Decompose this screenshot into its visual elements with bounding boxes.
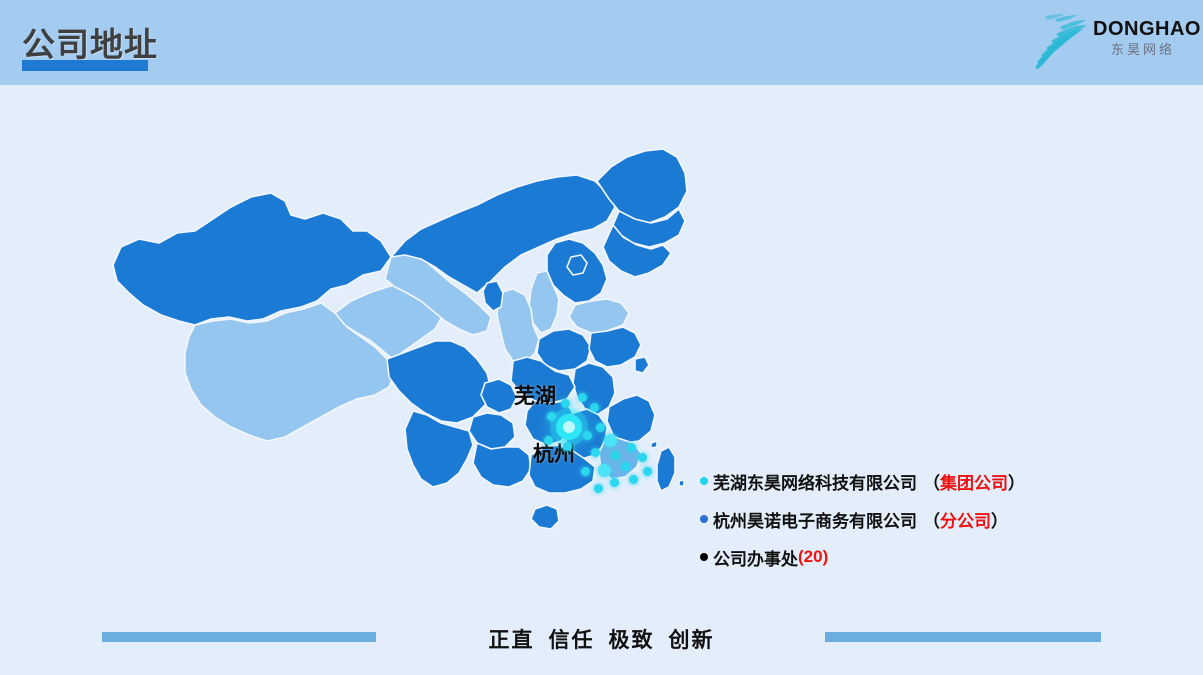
office-marker[interactable]: [578, 393, 587, 402]
office-marker[interactable]: [544, 436, 553, 445]
legend-note-open: (: [798, 547, 804, 566]
brand-name-cn: 东昊网络: [1110, 42, 1175, 57]
province-guizhou: [468, 412, 516, 450]
office-marker[interactable]: [581, 467, 590, 476]
wing-feather-icon: [1031, 12, 1093, 70]
office-marker[interactable]: [563, 442, 572, 451]
legend-note-open: （: [923, 473, 940, 493]
legend-note-close: ）: [1008, 473, 1025, 493]
office-marker[interactable]: [591, 448, 600, 457]
legend-bullet-icon: [700, 515, 708, 523]
province-ningxia: [482, 280, 504, 312]
legend-note-close: ）: [991, 511, 1008, 531]
province-gansu: [384, 252, 492, 336]
island-dot-2: [678, 479, 685, 487]
province-tibet: [184, 302, 396, 442]
province-shanxi: [528, 270, 560, 334]
province-hainan: [530, 504, 560, 530]
province-hubei: [510, 356, 576, 404]
province-guangxi: [472, 442, 532, 488]
province-yunnan: [404, 410, 474, 488]
footer-bar-right: [825, 632, 1101, 642]
province-guangdong: [528, 444, 596, 494]
office-marker[interactable]: [629, 475, 638, 484]
province-chongqing: [480, 378, 518, 414]
office-marker[interactable]: [598, 464, 611, 477]
footer-bar-left: [102, 632, 376, 642]
office-marker[interactable]: [590, 403, 599, 412]
province-shandong: [568, 298, 630, 334]
province-shanghai: [634, 356, 650, 374]
footer-slogan: 正直 信任 极致 创新: [0, 624, 1203, 654]
legend-bullet-icon: [700, 553, 708, 561]
province-jiangsu: [588, 326, 642, 368]
title-underline: [22, 60, 148, 71]
china-map[interactable]: 芜湖 杭州: [95, 135, 715, 615]
legend-note-close: ): [822, 547, 829, 566]
province-inner-mongolia: [390, 174, 616, 294]
province-zhejiang: [606, 394, 656, 444]
island-dot-1: [650, 440, 658, 449]
legend-bullet-icon: [700, 477, 708, 485]
office-marker[interactable]: [604, 434, 617, 447]
office-marker[interactable]: [621, 462, 630, 471]
province-liaoning: [602, 224, 672, 278]
legend-label: 芜湖东昊网络科技有限公司: [713, 473, 917, 493]
office-marker[interactable]: [583, 431, 592, 440]
brand-name: DONGHAO 东昊网络: [1093, 18, 1201, 59]
office-marker[interactable]: [594, 484, 603, 493]
province-taiwan: [656, 446, 676, 492]
slogan-word: 创新: [668, 629, 715, 652]
office-marker[interactable]: [627, 443, 636, 452]
province-sichuan: [386, 340, 492, 424]
province-beijing: [566, 254, 588, 276]
office-marker[interactable]: [610, 478, 619, 487]
legend-item[interactable]: 杭州昊诺电子商务有限公司 （ 分公司 ）: [700, 500, 1120, 538]
slogan-word: 正直: [488, 629, 535, 652]
slogan-word: 信任: [548, 629, 595, 652]
legend-label: 杭州昊诺电子商务有限公司: [713, 511, 917, 531]
brand-logo: DONGHAO 东昊网络: [1031, 10, 1201, 72]
brand-name-en: DONGHAO: [1093, 18, 1201, 40]
office-marker[interactable]: [561, 399, 570, 408]
legend-label: 公司办事处: [713, 549, 798, 569]
page-header: 公司地址 DONGHAO 东昊网络: [0, 0, 1203, 85]
marker-headquarters-wuhu[interactable]: [556, 414, 582, 440]
legend-note: 分公司: [940, 511, 991, 531]
page-title: 公司地址: [22, 26, 158, 63]
legend: 芜湖东昊网络科技有限公司 （ 集团公司 ） 杭州昊诺电子商务有限公司 （ 分公司…: [700, 462, 1120, 576]
office-marker[interactable]: [596, 423, 605, 432]
office-marker[interactable]: [638, 453, 647, 462]
city-label-wuhu: 芜湖: [514, 385, 556, 408]
legend-item[interactable]: 公司办事处 ( 20 ): [700, 538, 1120, 576]
office-marker[interactable]: [547, 412, 556, 421]
province-shaanxi: [496, 288, 540, 364]
legend-note: 集团公司: [940, 473, 1008, 493]
office-marker[interactable]: [643, 467, 652, 476]
slogan-word: 极致: [608, 629, 655, 652]
legend-item[interactable]: 芜湖东昊网络科技有限公司 （ 集团公司 ）: [700, 462, 1120, 500]
office-marker[interactable]: [611, 451, 620, 460]
province-qinghai: [334, 282, 444, 360]
legend-note-open: （: [923, 511, 940, 531]
legend-note: 20: [803, 547, 823, 566]
